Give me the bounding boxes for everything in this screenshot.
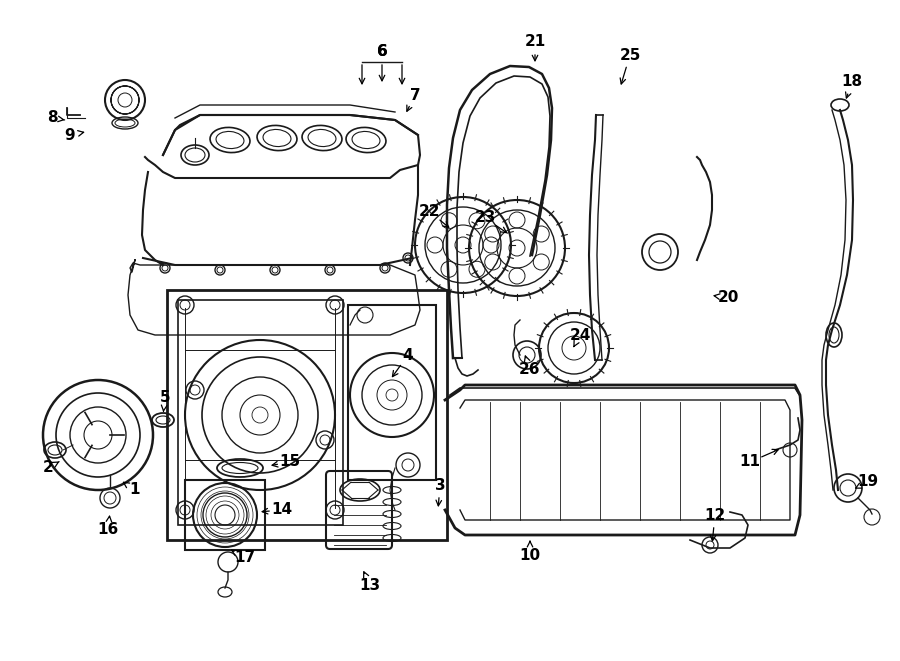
Text: 16: 16 [97,522,119,537]
Text: 13: 13 [359,578,381,592]
Text: 6: 6 [376,44,387,59]
Text: 10: 10 [519,547,541,563]
Bar [178,300,343,525]
Text: 1: 1 [130,483,140,498]
Text: 2: 2 [42,461,53,475]
Text: 26: 26 [519,362,541,377]
Text: 3: 3 [435,477,446,492]
Text: 5: 5 [159,391,170,405]
Text: 22: 22 [419,204,441,219]
Text: 9: 9 [65,128,76,143]
Text: 24: 24 [570,327,590,342]
Bar [185,480,265,550]
Text: 4: 4 [402,348,413,362]
Text: 7: 7 [410,87,420,102]
Bar [348,305,436,480]
Text: 12: 12 [705,508,725,522]
Text: 11: 11 [740,455,760,469]
Text: 23: 23 [474,210,496,225]
Bar [167,290,447,540]
Text: 19: 19 [858,475,878,490]
Text: 18: 18 [842,75,862,89]
Text: 17: 17 [234,551,256,566]
Text: 15: 15 [279,455,301,469]
Text: 6: 6 [376,44,387,59]
Text: 20: 20 [717,290,739,305]
Text: 21: 21 [525,34,545,50]
Text: 8: 8 [47,110,58,126]
Text: 14: 14 [272,502,292,518]
Text: 25: 25 [619,48,641,63]
